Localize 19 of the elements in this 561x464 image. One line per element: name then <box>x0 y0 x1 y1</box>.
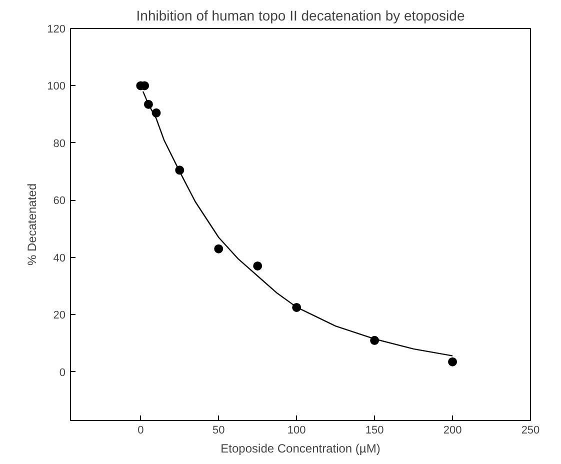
y-tick-label: 0 <box>59 366 66 379</box>
point <box>253 261 262 270</box>
y-tick-label: 120 <box>47 24 66 36</box>
chart-title: Inhibition of human topo II decatenation by etoposide <box>136 8 465 24</box>
point <box>214 244 224 254</box>
y-tick-label: 20 <box>53 310 66 322</box>
x-tick-label: 150 <box>365 424 384 436</box>
y-tick-label: 40 <box>53 252 66 264</box>
x-tick-label: 250 <box>521 424 540 436</box>
y-tick-label: 60 <box>53 195 66 208</box>
x-tick-label: 50 <box>212 424 225 436</box>
x-axis-title: Etoposide Concentration (µM) <box>220 442 380 456</box>
y-tick-label: 100 <box>47 80 66 93</box>
x-tick-label: 200 <box>443 424 462 436</box>
y-tick-label: 80 <box>53 138 66 150</box>
x-tick-label: 100 <box>287 424 306 436</box>
x-tick-label: 0 <box>138 424 144 436</box>
point <box>448 357 458 366</box>
y-axis-title: % Decatenated <box>25 183 40 266</box>
